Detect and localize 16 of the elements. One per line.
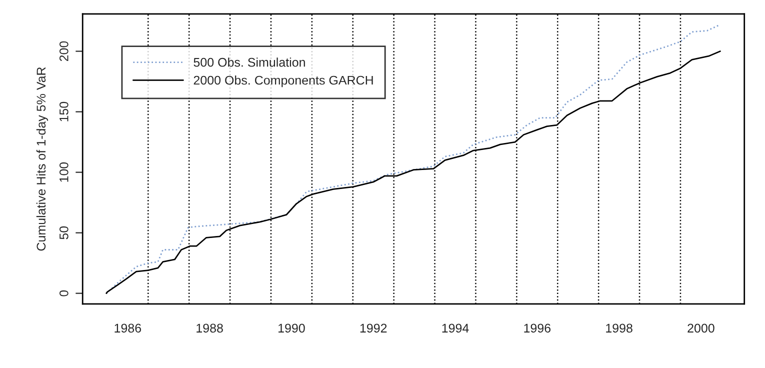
x-tick-label: 1986 [114, 324, 142, 333]
x-tick-label: 1998 [606, 324, 632, 333]
x-tick-label: 1988 [196, 324, 223, 333]
y-tick-label: 0 [59, 290, 68, 296]
y-tick-label: 100 [59, 162, 68, 182]
y-tick-label: 150 [59, 102, 68, 122]
y-axis-title: Cumulative Hits of 1-day 5% VaR [36, 67, 48, 251]
legend-label: 2000 Obs. Components GARCH [194, 75, 373, 88]
y-tick-label: 50 [59, 226, 68, 240]
x-tick-label: 1996 [524, 324, 550, 333]
x-tick-label: 1992 [360, 324, 387, 333]
x-tick-label: 2000 [688, 324, 714, 333]
y-tick-label: 200 [59, 41, 68, 62]
legend-label: 500 Obs. Simulation [194, 58, 305, 67]
x-tick-label: 1994 [442, 324, 469, 333]
x-tick-label: 1990 [278, 324, 305, 333]
